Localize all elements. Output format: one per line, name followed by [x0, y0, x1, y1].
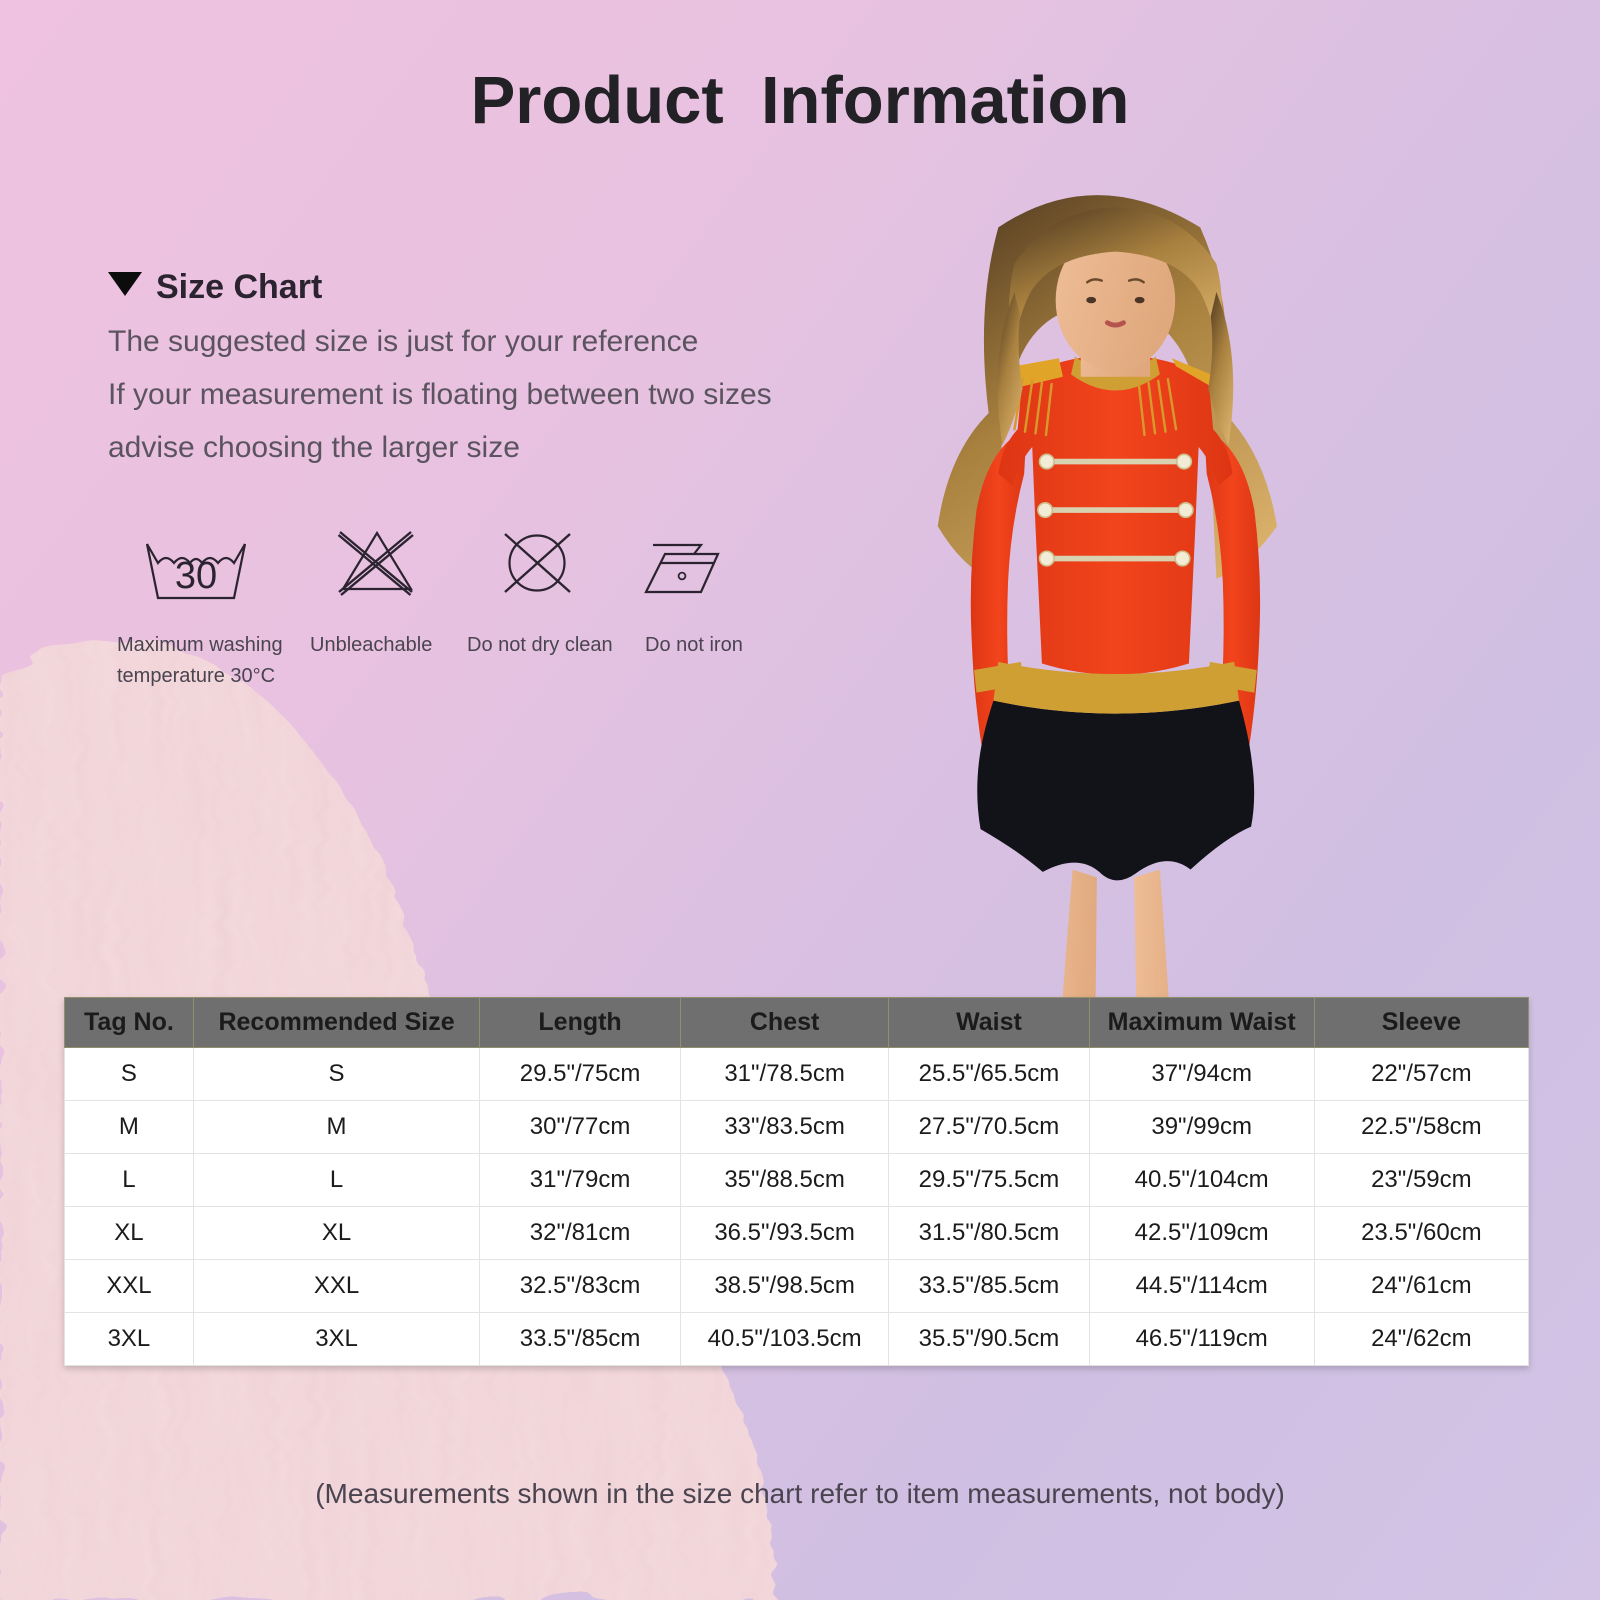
svg-text:30: 30 — [175, 555, 217, 597]
